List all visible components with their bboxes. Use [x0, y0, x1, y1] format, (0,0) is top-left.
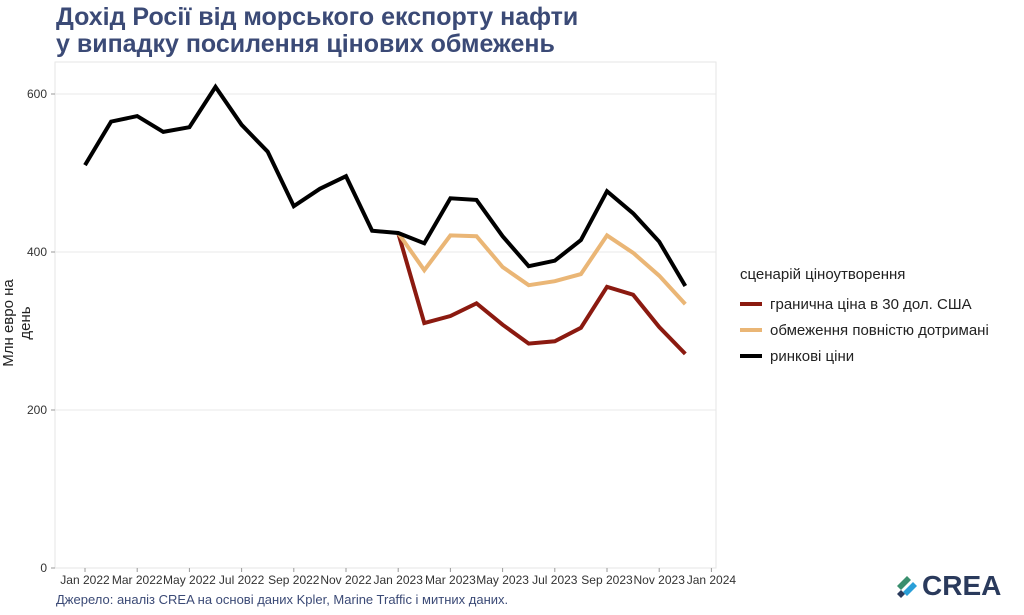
- legend-label: обмеження повністю дотримані: [770, 321, 989, 339]
- x-tick-label: Jan 2022: [60, 573, 110, 587]
- x-tick-label: Jan 2024: [687, 573, 737, 587]
- y-tick-label: 200: [27, 403, 47, 417]
- legend-item-market-prices: ринкові ціни: [740, 343, 989, 369]
- x-tick-label: Jan 2023: [374, 573, 424, 587]
- legend-swatch: [740, 328, 762, 332]
- x-tick-label: Sep 2023: [581, 573, 633, 587]
- crea-logo: CREA: [895, 570, 1001, 602]
- x-tick-label: Mar 2023: [425, 573, 476, 587]
- legend: сценарій ціноутворення гранична ціна в 3…: [740, 266, 989, 369]
- x-tick-label: Mar 2022: [112, 573, 163, 587]
- x-tick-label: May 2023: [476, 573, 529, 587]
- x-tick-label: Nov 2023: [634, 573, 686, 587]
- x-tick-label: May 2022: [163, 573, 216, 587]
- legend-item-full-compliance: обмеження повністю дотримані: [740, 317, 989, 343]
- x-tick-label: Jul 2022: [219, 573, 265, 587]
- legend-label: ринкові ціни: [770, 347, 855, 365]
- logo-text: CREA: [922, 570, 1002, 601]
- crea-logo-icon: [897, 576, 917, 598]
- plot-frame: [54, 61, 717, 569]
- legend-swatch: [740, 302, 762, 306]
- chart-title: Дохід Росії від морського експорту нафти…: [56, 4, 578, 58]
- x-tick-label: Nov 2022: [320, 573, 372, 587]
- y-tick-label: 0: [40, 561, 47, 575]
- legend-label: гранична ціна в 30 дол. США: [770, 295, 972, 313]
- legend-item-price-cap: гранична ціна в 30 дол. США: [740, 291, 989, 317]
- series-line-0: [396, 232, 687, 356]
- legend-title: сценарій ціноутворення: [740, 266, 906, 283]
- series-line-1: [396, 231, 687, 306]
- title-line-1: Дохід Росії від морського експорту нафти: [56, 3, 579, 31]
- source-note: Джерело: аналіз CREA на основі даних Kpl…: [56, 592, 509, 607]
- legend-swatch: [740, 354, 762, 358]
- x-tick-label: Sep 2022: [268, 573, 320, 587]
- y-tick-label: 600: [27, 87, 47, 101]
- series-line-2: [83, 83, 688, 288]
- x-tick-label: Jul 2023: [532, 573, 578, 587]
- title-line-2: у випадку посилення цінових обмежень: [56, 30, 555, 58]
- y-tick-label: 400: [27, 245, 47, 259]
